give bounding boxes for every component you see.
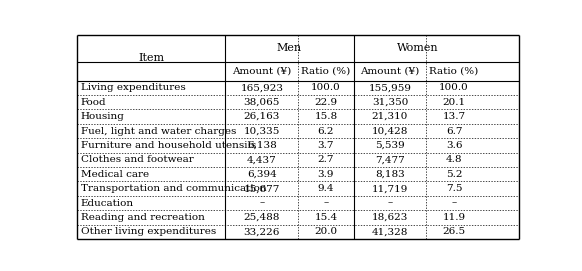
Text: 2.7: 2.7: [318, 155, 334, 164]
Text: 3.6: 3.6: [446, 141, 462, 150]
Text: Reading and recreation: Reading and recreation: [81, 213, 205, 222]
Text: 31,350: 31,350: [372, 98, 408, 107]
Text: 7,477: 7,477: [375, 155, 405, 164]
Text: 3.9: 3.9: [318, 170, 334, 179]
Text: Men: Men: [277, 43, 302, 53]
Text: 9.4: 9.4: [318, 184, 334, 193]
Text: 11,719: 11,719: [372, 184, 408, 193]
Text: 10,428: 10,428: [372, 127, 408, 136]
Text: Women: Women: [397, 43, 438, 53]
Text: Clothes and footwear: Clothes and footwear: [81, 155, 194, 164]
Text: Food: Food: [81, 98, 107, 107]
Text: 20.0: 20.0: [314, 227, 338, 236]
Text: 6.2: 6.2: [318, 127, 334, 136]
Text: Fuel, light and water charges: Fuel, light and water charges: [81, 127, 236, 136]
Text: 15.4: 15.4: [314, 213, 338, 222]
Text: –: –: [452, 199, 457, 208]
Text: 5.2: 5.2: [446, 170, 462, 179]
Text: 25,488: 25,488: [244, 213, 280, 222]
Text: 41,328: 41,328: [372, 227, 408, 236]
Text: 6.7: 6.7: [446, 127, 462, 136]
Text: 15.8: 15.8: [314, 112, 338, 121]
Text: Amount (¥): Amount (¥): [232, 67, 292, 76]
Text: 100.0: 100.0: [311, 83, 341, 92]
Text: 7.5: 7.5: [446, 184, 462, 193]
Text: Item: Item: [139, 53, 164, 63]
Text: Transportation and communication: Transportation and communication: [81, 184, 267, 193]
Text: 6,138: 6,138: [247, 141, 276, 150]
Text: 22.9: 22.9: [314, 98, 338, 107]
Text: Medical care: Medical care: [81, 170, 149, 179]
Text: Ratio (%): Ratio (%): [301, 67, 350, 76]
Text: 100.0: 100.0: [439, 83, 469, 92]
Text: 26,163: 26,163: [244, 112, 280, 121]
Text: Furniture and household utensils: Furniture and household utensils: [81, 141, 256, 150]
Text: Ratio (%): Ratio (%): [430, 67, 479, 76]
Text: 15,677: 15,677: [244, 184, 280, 193]
Text: 33,226: 33,226: [244, 227, 280, 236]
Text: –: –: [259, 199, 264, 208]
Text: Living expenditures: Living expenditures: [81, 83, 186, 92]
Text: 18,623: 18,623: [372, 213, 408, 222]
Text: 155,959: 155,959: [368, 83, 411, 92]
Text: Other living expenditures: Other living expenditures: [81, 227, 216, 236]
Text: –: –: [323, 199, 328, 208]
Text: –: –: [388, 199, 393, 208]
Text: 21,310: 21,310: [372, 112, 408, 121]
Text: 8,183: 8,183: [375, 170, 405, 179]
Text: 10,335: 10,335: [244, 127, 280, 136]
Text: Housing: Housing: [81, 112, 125, 121]
Text: 6,394: 6,394: [247, 170, 276, 179]
Text: 5,539: 5,539: [375, 141, 405, 150]
Text: 165,923: 165,923: [240, 83, 283, 92]
Text: 11.9: 11.9: [442, 213, 466, 222]
Text: Education: Education: [81, 199, 134, 208]
Text: Amount (¥): Amount (¥): [360, 67, 420, 76]
Text: 26.5: 26.5: [442, 227, 466, 236]
Text: 4.8: 4.8: [446, 155, 462, 164]
Text: 20.1: 20.1: [442, 98, 466, 107]
Text: 4,437: 4,437: [247, 155, 276, 164]
Text: 38,065: 38,065: [244, 98, 280, 107]
Text: 3.7: 3.7: [318, 141, 334, 150]
Text: 13.7: 13.7: [442, 112, 466, 121]
